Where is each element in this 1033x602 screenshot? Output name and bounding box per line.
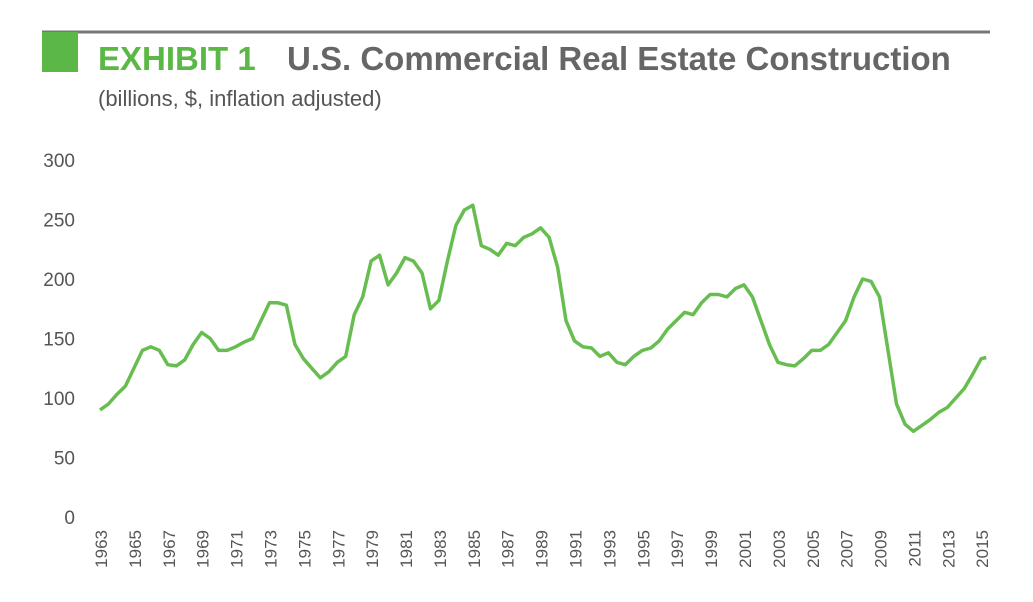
- x-tick-label: 1977: [329, 530, 348, 568]
- x-tick-label: 2001: [736, 530, 755, 568]
- x-tick-label: 1979: [363, 530, 382, 568]
- x-tick-label: 2009: [872, 530, 891, 568]
- x-tick-label: 1971: [228, 530, 247, 568]
- x-tick-label: 1965: [126, 530, 145, 568]
- x-tick-label: 1981: [397, 530, 416, 568]
- x-tick-label: 1997: [668, 530, 687, 568]
- x-tick-label: 1995: [634, 530, 653, 568]
- y-tick-label: 200: [43, 270, 75, 291]
- chart-title: U.S. Commercial Real Estate Construction: [287, 40, 951, 77]
- x-tick-label: 1973: [261, 530, 280, 568]
- x-tick-label: 1991: [567, 530, 586, 568]
- x-tick-label: 1983: [431, 530, 450, 568]
- x-tick-label: 2005: [804, 530, 823, 568]
- x-tick-label: 2011: [905, 530, 924, 567]
- y-tick-label: 150: [43, 330, 75, 351]
- x-tick-label: 1967: [160, 530, 179, 568]
- header-square: [42, 32, 78, 72]
- x-tick-label: 1989: [533, 530, 552, 568]
- x-tick-label: 2013: [939, 530, 958, 568]
- data-line: [98, 203, 987, 434]
- x-tick-label: 1993: [600, 530, 619, 568]
- x-tick-label: 1999: [702, 530, 721, 568]
- x-tick-label: 1969: [194, 530, 213, 568]
- x-tick-label: 2003: [770, 530, 789, 568]
- chart-subtitle: (billions, $, inflation adjusted): [98, 86, 382, 111]
- x-tick-label: 1985: [465, 530, 484, 568]
- x-tick-label: 2015: [973, 530, 992, 568]
- x-tick-label: 1987: [499, 530, 518, 568]
- x-tick-label: 1975: [295, 530, 314, 568]
- y-tick-label: 100: [43, 389, 75, 410]
- y-tick-label: 250: [43, 211, 75, 232]
- y-tick-label: 50: [54, 449, 75, 470]
- x-tick-label: 1963: [92, 530, 111, 568]
- y-tick-label: 0: [64, 508, 75, 529]
- exhibit-label: EXHIBIT 1: [98, 40, 256, 77]
- x-tick-label: 2007: [838, 530, 857, 568]
- y-tick-label: 300: [43, 151, 75, 172]
